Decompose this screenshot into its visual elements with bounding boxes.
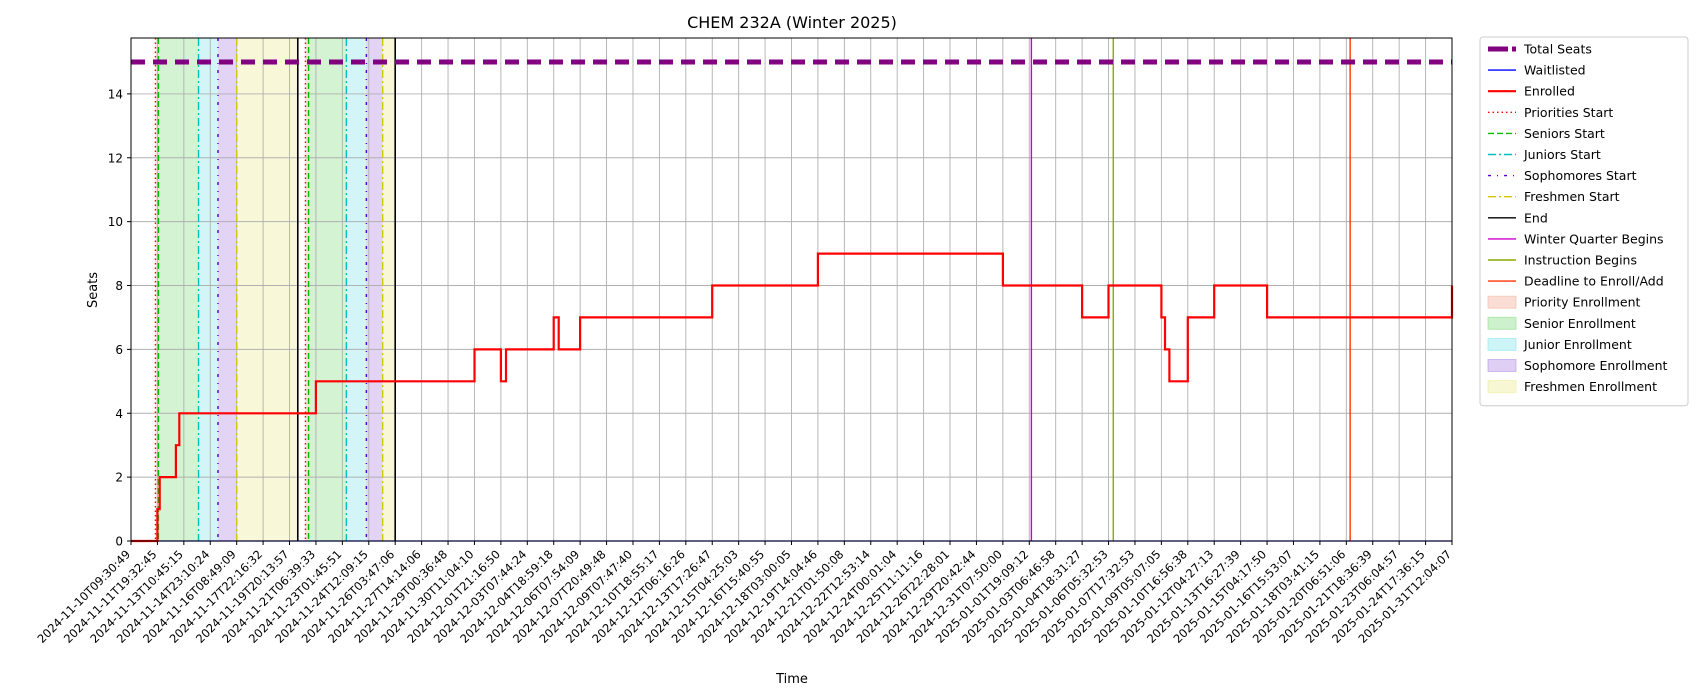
plot-area: 024681012142024-11-10T09:30:492024-11-11… [34,37,1454,646]
legend-swatch [1487,316,1517,330]
shaded-period [236,38,298,541]
legend-label: Sophomore Enrollment [1524,358,1668,373]
legend: Total Seats Waitlisted Enrolled Priorities … [1479,36,1689,407]
legend-label: Seniors Start [1524,126,1605,141]
shaded-period [198,38,218,541]
legend-label: Junior Enrollment [1523,337,1632,352]
shaded-period [366,38,383,541]
shaded-period [155,38,159,541]
legend-label: Enrolled [1524,84,1575,99]
legend-label: Freshmen Start [1524,189,1620,204]
legend-label: Priority Enrollment [1524,295,1641,310]
legend-label: Freshmen Enrollment [1524,379,1657,394]
series-line [131,252,1454,543]
y-axis-label: Seats [86,272,101,308]
y-tick-label: 12 [108,151,123,165]
legend-label: End [1524,210,1548,225]
y-tick-label: 8 [115,279,123,293]
x-axis-label: Time [775,672,808,687]
shaded-period [158,38,199,541]
y-tick-label: 14 [108,87,123,101]
legend-label: Winter Quarter Begins [1524,231,1664,246]
legend-swatch [1487,337,1517,351]
y-tick-label: 2 [115,471,123,485]
legend-swatch [1487,359,1517,372]
legend-label: Deadline to Enroll/Add [1524,274,1664,289]
legend-label: Instruction Begins [1524,253,1637,268]
legend-swatch [1487,380,1517,394]
y-tick-label: 10 [108,215,123,229]
legend-label: Total Seats [1523,42,1592,57]
shaded-period [382,38,396,541]
legend-label: Juniors Start [1523,147,1601,162]
legend-label: Waitlisted [1524,63,1586,78]
legend-box [1479,36,1689,407]
legend-label: Sophomores Start [1524,168,1637,183]
y-tick-label: 4 [115,407,123,421]
shaded-period [308,38,347,541]
legend-label: Senior Enrollment [1524,316,1636,331]
shaded-period [217,38,237,541]
shaded-period [305,38,309,541]
legend-label: Priorities Start [1524,105,1613,120]
y-tick-label: 0 [115,535,123,549]
y-tick-label: 6 [115,343,123,357]
chart-title: CHEM 232A (Winter 2025) [687,13,897,32]
legend-swatch [1487,295,1517,309]
shaded-period [346,38,367,541]
